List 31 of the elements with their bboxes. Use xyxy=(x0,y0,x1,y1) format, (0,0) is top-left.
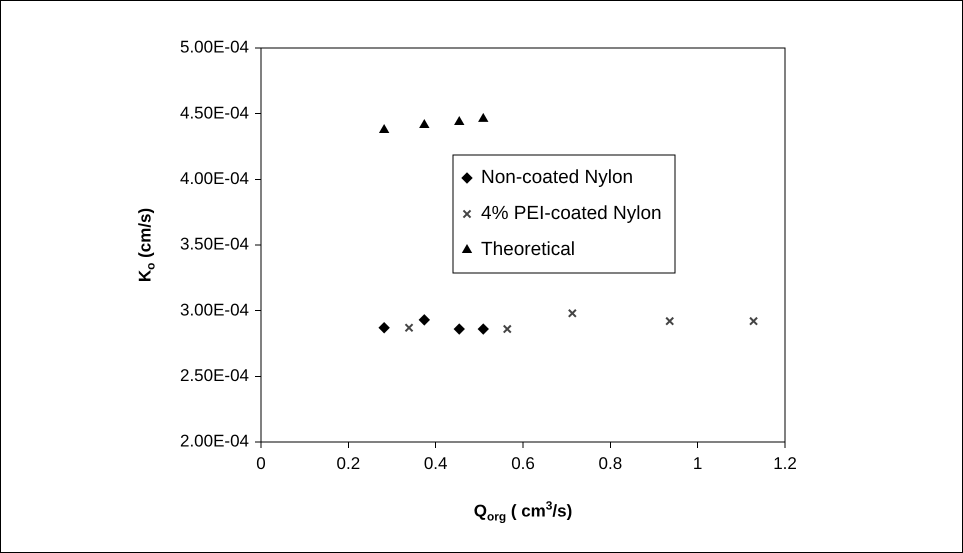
y-axis-title: Ko (cm/s) xyxy=(136,208,158,282)
point xyxy=(379,124,389,133)
y-tick-label: 4.50E-04 xyxy=(180,103,249,122)
point xyxy=(419,119,430,128)
x-tick-label: 0.6 xyxy=(511,454,535,473)
point xyxy=(378,322,390,334)
point xyxy=(478,324,489,335)
x-tick-label: 1 xyxy=(692,454,702,473)
legend-label: Non-coated Nylon xyxy=(481,167,634,188)
x-tick-label: 0 xyxy=(256,454,266,473)
y-tick-label: 2.50E-04 xyxy=(180,366,249,386)
point xyxy=(749,316,758,326)
y-tick-label: 3.00E-04 xyxy=(180,300,249,320)
legend-label: 4% PEI-coated Nylon xyxy=(481,203,662,224)
point xyxy=(454,324,465,335)
y-tick-label: 4.00E-04 xyxy=(180,169,249,188)
y-tick-label: 3.50E-04 xyxy=(180,234,249,254)
y-tick-label: 2.00E-04 xyxy=(180,432,249,451)
point xyxy=(418,314,430,326)
point xyxy=(568,308,577,318)
point xyxy=(502,324,512,334)
x-tick-label: 1.2 xyxy=(773,454,797,473)
legend-label: Theoretical xyxy=(481,239,575,260)
y-tick-label: 5.00E-04 xyxy=(180,38,249,57)
x-tick-label: 0.2 xyxy=(336,454,360,473)
x-tick-label: 0.4 xyxy=(424,454,448,473)
x-tick-label: 0.8 xyxy=(598,454,622,473)
point xyxy=(454,116,464,125)
point xyxy=(665,316,674,326)
point xyxy=(478,113,488,122)
point xyxy=(404,323,414,332)
